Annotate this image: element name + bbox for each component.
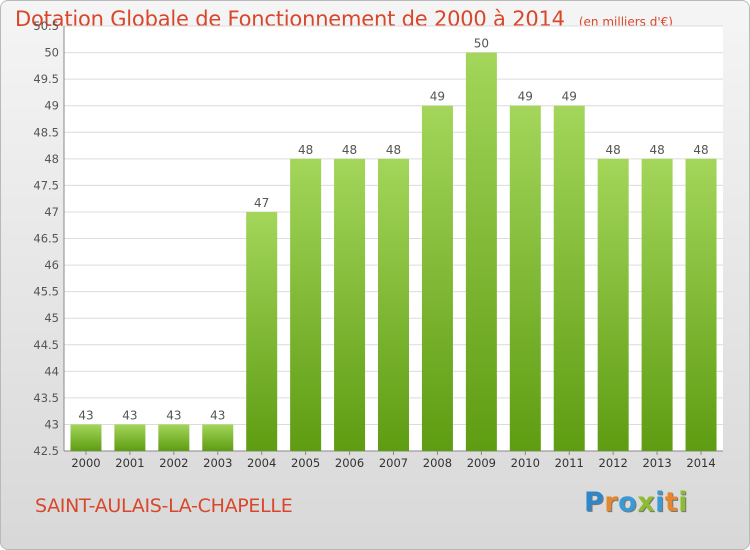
bar-value-label: 49 [518, 90, 533, 104]
bar [290, 158, 322, 451]
bar [114, 424, 146, 451]
bar [509, 105, 541, 451]
proxiti-logo[interactable]: Proxiti [584, 487, 688, 518]
bar [685, 158, 717, 451]
x-tick-label: 2003 [203, 456, 232, 470]
x-tick-label: 2009 [467, 456, 496, 470]
x-tick-label: 2013 [642, 456, 671, 470]
logo-letter: x [637, 487, 656, 518]
x-tick-label: 2006 [335, 456, 364, 470]
y-tick-label: 46.5 [33, 232, 59, 246]
x-tick-label: 2000 [71, 456, 100, 470]
bar-value-label: 48 [298, 143, 313, 157]
bar [334, 158, 366, 451]
bar [465, 52, 497, 451]
bar-value-label: 48 [649, 143, 664, 157]
commune-name: SAINT-AULAIS-LA-CHAPELLE [35, 495, 293, 517]
x-tick-label: 2007 [379, 456, 408, 470]
y-tick-label: 44.5 [33, 338, 59, 352]
bar [597, 158, 629, 451]
logo-letter: P [584, 487, 605, 518]
y-tick-label: 50 [44, 46, 59, 60]
bar-value-label: 43 [166, 408, 181, 422]
bar-value-label: 48 [693, 143, 708, 157]
y-tick-label: 43.5 [33, 391, 59, 405]
bar-value-label: 43 [78, 408, 93, 422]
bar [202, 424, 234, 451]
y-tick-label: 48.5 [33, 125, 59, 139]
bar [70, 424, 102, 451]
x-tick-label: 2014 [686, 456, 715, 470]
bar [421, 105, 453, 451]
bar-value-label: 47 [254, 196, 269, 210]
x-tick-label: 2010 [511, 456, 540, 470]
y-tick-label: 43 [44, 417, 59, 431]
bar [553, 105, 585, 451]
y-tick-label: 46 [44, 258, 59, 272]
x-tick-label: 2001 [115, 456, 144, 470]
y-tick-label: 47 [44, 205, 59, 219]
x-tick-label: 2002 [159, 456, 188, 470]
bar-value-label: 43 [210, 408, 225, 422]
bar [246, 211, 278, 451]
y-tick-label: 45.5 [33, 285, 59, 299]
x-tick-label: 2008 [423, 456, 452, 470]
bar-value-label: 43 [122, 408, 137, 422]
logo-letter: i [678, 487, 689, 518]
bar-value-label: 48 [606, 143, 621, 157]
y-tick-label: 44 [44, 364, 59, 378]
bar-value-label: 48 [386, 143, 401, 157]
x-tick-label: 2005 [291, 456, 320, 470]
logo-letter: i [655, 487, 665, 518]
logo-letter: r [604, 487, 619, 518]
bar-value-label: 49 [562, 90, 577, 104]
bar-value-label: 49 [430, 90, 445, 104]
y-tick-label: 49.5 [33, 72, 59, 86]
bar-value-label: 48 [342, 143, 357, 157]
logo-letter: o [618, 487, 638, 518]
x-tick-label: 2004 [247, 456, 276, 470]
y-tick-label: 42.5 [33, 444, 59, 458]
bar-value-label: 50 [474, 37, 489, 51]
y-tick-label: 48 [44, 152, 59, 166]
bar [378, 158, 409, 451]
x-tick-label: 2011 [555, 456, 584, 470]
y-tick-label: 49 [44, 99, 59, 113]
bar [641, 158, 673, 451]
y-tick-label: 47.5 [33, 178, 59, 192]
bar [158, 424, 190, 451]
logo-letter: t [664, 487, 679, 518]
y-tick-label: 45 [44, 311, 59, 325]
y-tick-label: 50.5 [33, 19, 59, 33]
x-tick-label: 2012 [599, 456, 628, 470]
